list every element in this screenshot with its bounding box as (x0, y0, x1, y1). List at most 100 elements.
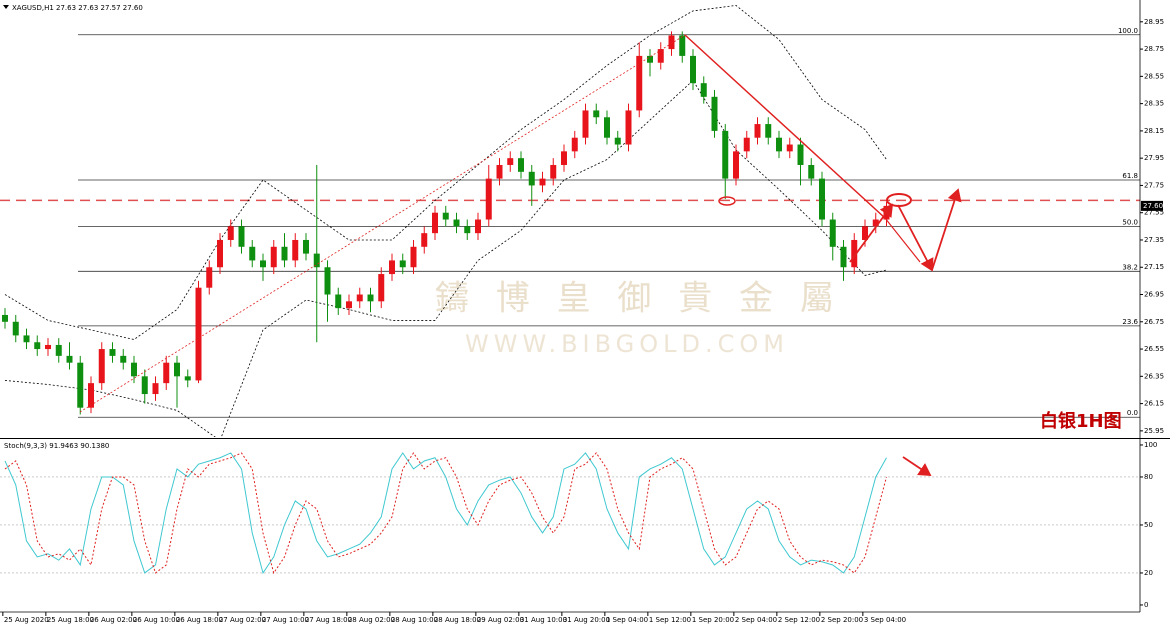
stoch-line (4, 452, 887, 575)
candle-body (249, 246, 256, 261)
y-tick-label: 26.15 (1144, 400, 1164, 408)
candle-body (378, 274, 385, 302)
candle-body (432, 212, 438, 234)
candle-body (45, 344, 51, 350)
candle-body (141, 376, 148, 395)
y-tick-label: 26.75 (1144, 318, 1164, 326)
y-tick-label: 80 (1144, 473, 1153, 481)
candle-body (270, 246, 277, 268)
menu-icon[interactable] (3, 5, 9, 9)
y-tick-label: 25.95 (1144, 427, 1164, 435)
x-tick-label: 3 Sep 04:00 (864, 616, 906, 624)
y-tick-label: 20 (1144, 569, 1153, 577)
candle-body (475, 219, 481, 234)
y-tick-label: 26.35 (1144, 372, 1164, 380)
fib-label: 38.2 (1122, 263, 1138, 271)
candle-body (679, 35, 686, 56)
candle-body (399, 260, 406, 268)
candle-body (829, 219, 836, 247)
candle-body (2, 314, 8, 322)
y-tick-label: 28.75 (1144, 45, 1164, 53)
y-tick-label: 28.15 (1144, 127, 1164, 135)
candle-body (281, 246, 288, 261)
candle-body (260, 260, 266, 268)
x-tick-label: 1 Sep 20:00 (692, 616, 734, 624)
candle-body (528, 171, 535, 186)
candle-body (442, 212, 449, 220)
candle-body (776, 137, 782, 152)
candle-body (507, 158, 514, 165)
price-box (1141, 200, 1163, 211)
candle-body (561, 151, 567, 165)
watermark: 鑄 博 皇 御 貴 金 屬 (435, 279, 842, 319)
candle-body (690, 55, 696, 84)
x-tick-label: 28 Aug 10:00 (391, 616, 438, 624)
candle-body (356, 294, 363, 302)
candle-body (131, 362, 137, 377)
x-tick-label: 26 Aug 02:00 (90, 616, 137, 624)
candle-body (496, 164, 503, 179)
candle-body (174, 362, 180, 377)
candle-body (88, 383, 94, 408)
candle-body (797, 144, 804, 165)
candle-body (851, 239, 858, 268)
chart-title: XAGUSD,H1 27.63 27.63 27.57 27.60 (12, 4, 143, 12)
x-tick-label: 26 Aug 10:00 (133, 616, 180, 624)
y-tick-label: 27.55 (1144, 209, 1164, 217)
y-tick-label: 26.95 (1144, 291, 1164, 299)
x-tick-label: 26 Aug 18:00 (176, 616, 223, 624)
candle-body (98, 349, 105, 384)
candle-body (206, 267, 213, 288)
candle-body (647, 55, 653, 63)
candle-body (55, 344, 62, 356)
x-tick-label: 29 Aug 02:00 (477, 616, 524, 624)
candle-body (765, 124, 772, 138)
candle-body (389, 260, 395, 275)
x-tick-label: 1 Sep 04:00 (606, 616, 648, 624)
candle-body (657, 49, 664, 63)
candle-body (346, 301, 352, 309)
candle-body (733, 151, 739, 179)
x-tick-label: 2 Sep 12:00 (778, 616, 820, 624)
stoch-line (4, 452, 887, 575)
candle-body (410, 246, 417, 268)
candle-body (668, 35, 675, 50)
candle-body (23, 335, 30, 343)
fib-label: 50.0 (1122, 218, 1138, 226)
candle-body (604, 117, 610, 138)
x-tick-label: 2 Sep 20:00 (821, 616, 863, 624)
candle-body (485, 178, 492, 220)
y-tick-label: 26.55 (1144, 345, 1164, 353)
fib-label: 61.8 (1122, 172, 1138, 180)
x-tick-label: 28 Aug 18:00 (434, 616, 481, 624)
candle-body (77, 362, 84, 408)
watermark-url: WWW.BIBGOLD.COM (465, 330, 789, 358)
x-tick-label: 28 Aug 02:00 (348, 616, 395, 624)
candle-body (582, 110, 589, 138)
y-tick-label: 28.95 (1144, 18, 1164, 26)
candle-body (195, 287, 202, 381)
x-tick-label: 25 Aug 2020 (4, 616, 49, 624)
candle-body (12, 321, 19, 336)
candle-body (625, 110, 632, 145)
annotation: 白银1H图 (1040, 410, 1122, 432)
candle-body (539, 178, 546, 186)
price-label: 27.60 (1143, 202, 1163, 210)
y-tick-label: 27.35 (1144, 236, 1164, 244)
candle-body (313, 253, 320, 268)
candle-body (840, 246, 847, 268)
candle-body (786, 144, 793, 152)
drawings (79, 34, 962, 476)
fib-label: 23.6 (1122, 318, 1138, 326)
y-tick-label: 0 (1144, 601, 1148, 609)
candle-body (421, 233, 428, 247)
candle-body (324, 267, 331, 295)
candle-body (303, 239, 309, 254)
candle-body (66, 355, 73, 363)
candle-body (518, 158, 524, 172)
candle-body (184, 376, 191, 381)
candle-body (292, 239, 299, 261)
y-tick-label: 28.35 (1144, 100, 1164, 108)
x-tick-label: 25 Aug 18:00 (47, 616, 94, 624)
indicator-title: Stoch(9,3,3) 91.9463 90.1380 (4, 442, 109, 450)
